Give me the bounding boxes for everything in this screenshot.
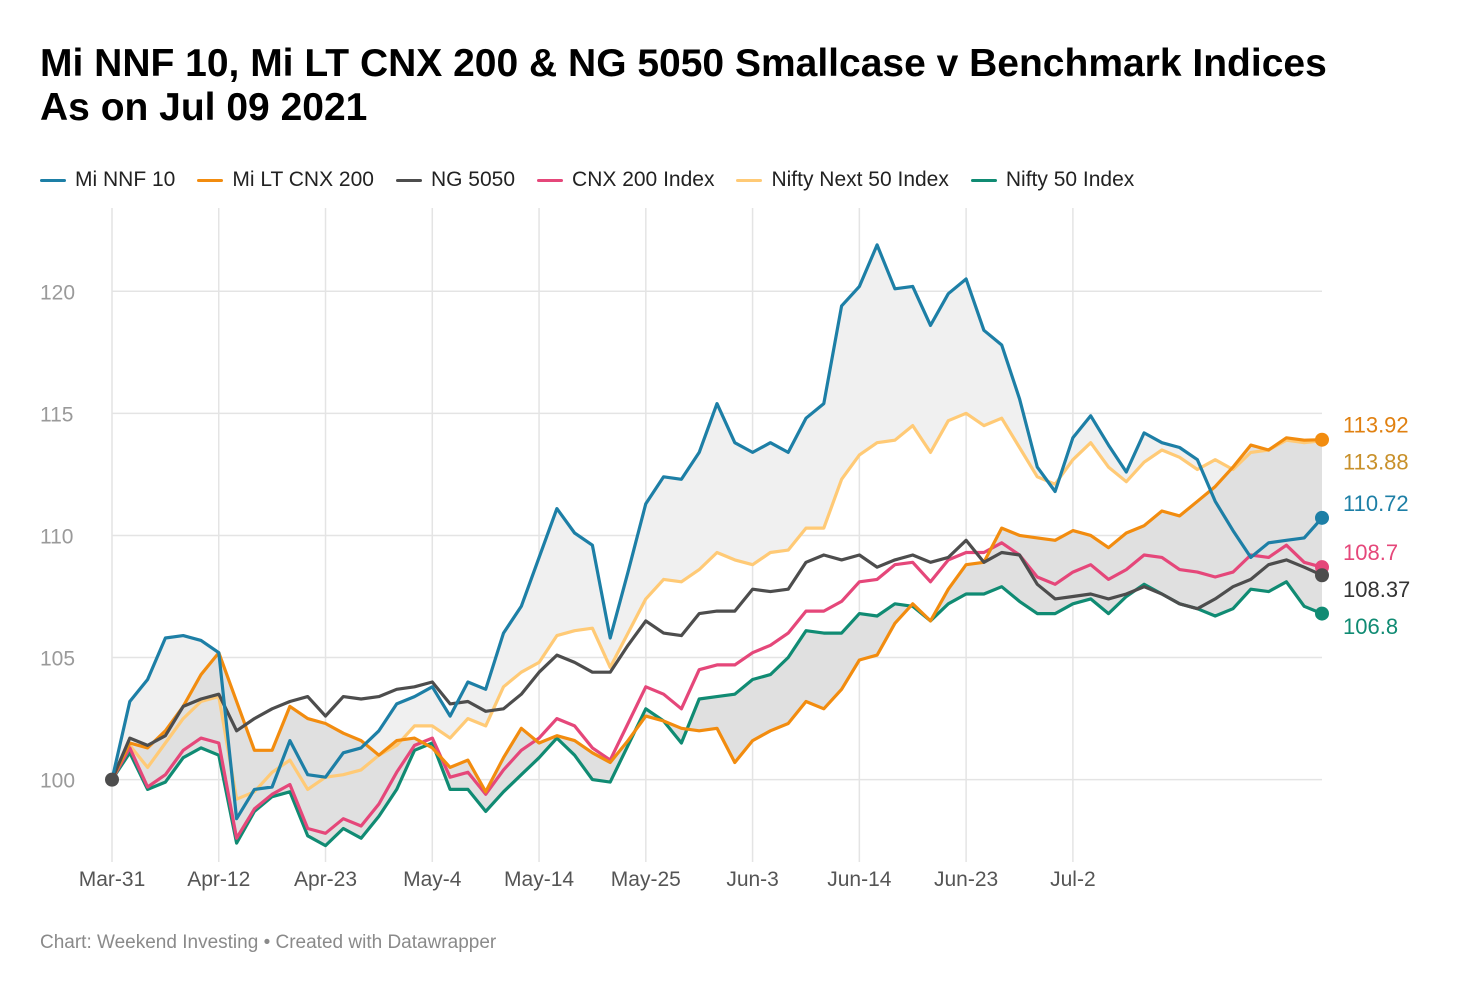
series-line-cnx-200-index: [110, 541, 1324, 840]
y-tick-label: 105: [40, 648, 75, 671]
y-tick-label: 120: [40, 281, 75, 304]
end-label-mi-nnf-10: 110.72: [1343, 491, 1409, 516]
legend-swatch: [40, 178, 66, 182]
shaded-band-1: [112, 244, 1322, 819]
legend-item: NG 5050: [395, 168, 516, 192]
end-label-nifty-50-index: 106.8: [1343, 614, 1398, 639]
legend-label: Mi LT CNX 200: [232, 168, 374, 191]
y-tick-label: 110: [40, 525, 73, 548]
end-label-ng-5050: 108.37: [1343, 577, 1410, 602]
chart-footer: Chart: Weekend Investing • Created with …: [40, 932, 496, 954]
chart-title: Mi NNF 10, Mi LT CNX 200 & NG 5050 Small…: [40, 42, 1460, 130]
chart-legend: Mi NNF 10 Mi LT CNX 200 NG 5050 CNX 200 Ind…: [40, 168, 1134, 192]
x-tick-label: Jun-3: [726, 868, 779, 891]
x-tick-label: Mar-31: [79, 868, 146, 891]
x-tick-label: Jul-2: [1050, 868, 1096, 891]
legend-label: NG 5050: [430, 168, 516, 191]
legend-item: Nifty 50 Index: [970, 168, 1135, 192]
series-line-nifty-50-index: [110, 580, 1324, 848]
end-label-cnx-200-index: 108.7: [1343, 540, 1398, 565]
legend-swatch: [197, 178, 224, 182]
series-line-ng-5050: [110, 538, 1324, 782]
series-line-nifty-next-50-index: [110, 411, 1324, 801]
end-label-mi-lt-cnx-200: 113.92: [1343, 413, 1409, 438]
legend-swatch: [736, 178, 763, 182]
start-point: [105, 772, 119, 787]
end-point-mi-lt-cnx-200: [1315, 432, 1329, 447]
chart-title-line-2: As on Jul 09 2021: [40, 86, 368, 129]
end-label-nifty-next-50-index: 113.88: [1343, 450, 1409, 475]
y-tick-label: 100: [40, 770, 75, 793]
x-tick-label: May-25: [611, 868, 681, 891]
legend-label: CNX 200 Index: [572, 168, 715, 191]
series-line-mi-nnf-10: [110, 243, 1324, 821]
footer-separator: •: [263, 932, 271, 953]
x-tick-label: Apr-23: [294, 868, 357, 891]
end-point-nifty-50-index: [1315, 606, 1329, 621]
x-tick-label: Jun-14: [827, 868, 892, 891]
legend-swatch: [537, 178, 564, 182]
end-point-ng-5050: [1315, 568, 1329, 583]
legend-item: Nifty Next 50 Index: [736, 168, 949, 192]
x-tick-label: May-14: [504, 868, 574, 891]
x-tick-label: Apr-12: [187, 868, 250, 891]
legend-label: Nifty 50 Index: [1005, 168, 1135, 191]
y-tick-label: 115: [40, 403, 73, 426]
legend-item: Mi NNF 10: [40, 168, 175, 192]
x-tick-label: Jun-23: [934, 868, 998, 891]
legend-swatch: [970, 178, 997, 182]
legend-label: Nifty Next 50 Index: [771, 168, 949, 191]
series-line-mi-lt-cnx-200: [110, 436, 1324, 794]
x-tick-label: May-4: [403, 868, 462, 891]
end-point-mi-nnf-10: [1315, 510, 1329, 525]
shaded-band-2: [112, 437, 1322, 846]
legend-item: CNX 200 Index: [537, 168, 714, 192]
legend-item: Mi LT CNX 200: [197, 168, 374, 192]
chart-title-line-1: Mi NNF 10, Mi LT CNX 200 & NG 5050 Small…: [40, 42, 1327, 85]
footer-credit: Created with Datawrapper: [275, 932, 497, 953]
legend-swatch: [395, 178, 422, 182]
legend-label: Mi NNF 10: [75, 168, 176, 191]
footer-source: Chart: Weekend Investing: [40, 932, 259, 953]
